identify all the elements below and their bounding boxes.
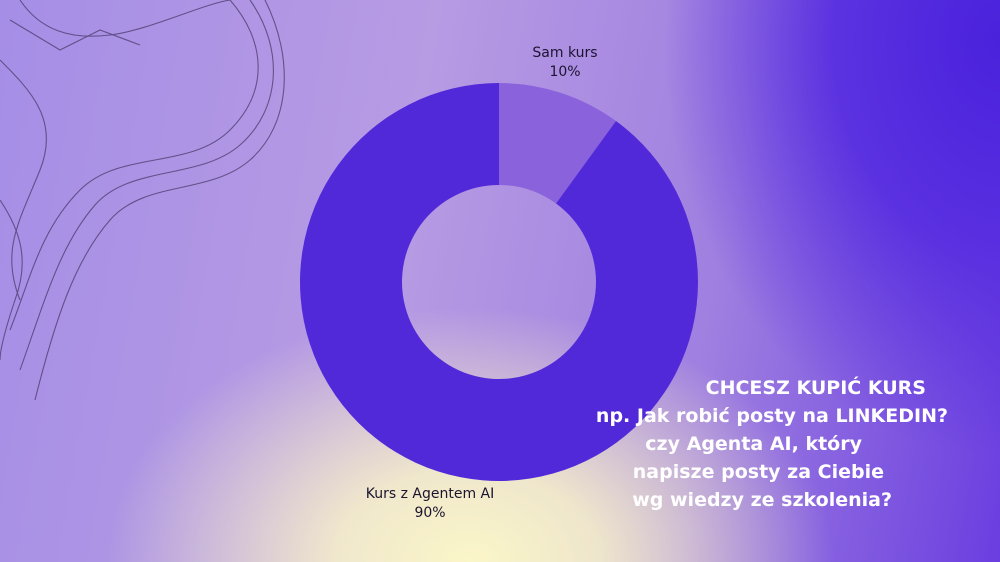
slice-name: Sam kurs bbox=[532, 45, 598, 61]
headline-line-1: CHCESZ KUPIĆ KURS bbox=[705, 377, 926, 399]
slice-percent: 10% bbox=[549, 64, 581, 80]
slice-percent: 90% bbox=[414, 505, 446, 521]
decorative-line-art bbox=[0, 0, 285, 401]
headline-text: CHCESZ KUPIĆ KURS np. Jak robić posty na… bbox=[596, 374, 948, 514]
slice-name: Kurs z Agentem AI bbox=[365, 486, 495, 502]
headline-line-5: wg wiedzy ze szkolenia? bbox=[632, 489, 892, 511]
headline-line-2: np. Jak robić posty na LINKEDIN? bbox=[595, 405, 948, 427]
slice-label-sam-kurs: Sam kurs 10% bbox=[510, 44, 620, 82]
slice-label-kurs-z-agentem: Kurs z Agentem AI 90% bbox=[340, 485, 520, 523]
donut-slice-sam-kurs bbox=[499, 83, 616, 204]
donut-slice-kurs-z-agentem-ai bbox=[299, 83, 698, 482]
headline-line-3: czy Agenta AI, który bbox=[645, 433, 862, 455]
headline-line-4: napisze posty za Ciebie bbox=[632, 461, 884, 483]
